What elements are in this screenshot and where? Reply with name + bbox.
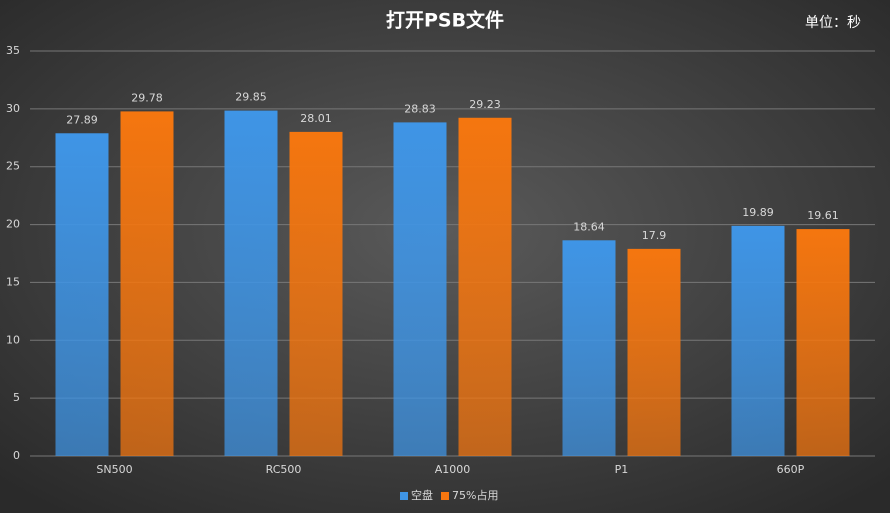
x-tick-label: SN500: [96, 463, 132, 476]
y-tick-label: 10: [6, 333, 20, 346]
value-label: 19.89: [742, 206, 774, 219]
legend-label: 75%占用: [452, 488, 498, 502]
value-label: 29.85: [235, 91, 267, 104]
chart-title: 打开PSB文件: [386, 9, 504, 32]
bar: [562, 240, 616, 456]
value-label: 28.83: [404, 102, 436, 115]
bar: [627, 248, 681, 456]
y-tick-label: 25: [6, 160, 20, 173]
y-tick-label: 30: [6, 102, 20, 115]
x-tick-label: A1000: [435, 463, 471, 476]
y-tick-label: 20: [6, 218, 20, 231]
bar: [120, 111, 174, 456]
value-label: 29.78: [131, 91, 163, 104]
value-label: 28.01: [300, 112, 332, 125]
y-tick-label: 35: [6, 44, 20, 57]
bar: [731, 225, 785, 456]
legend-swatch: [400, 492, 408, 500]
legend-swatch: [441, 492, 449, 500]
value-label: 18.64: [573, 220, 605, 233]
bar: [796, 229, 850, 456]
legend-label: 空盘: [411, 488, 433, 502]
x-tick-label: P1: [615, 463, 629, 476]
bar: [55, 133, 109, 456]
bar: [224, 110, 278, 456]
x-tick-label: 660P: [777, 463, 805, 476]
value-label: 27.89: [66, 113, 98, 126]
unit-annotation: 单位：秒: [805, 15, 861, 31]
y-tick-label: 5: [13, 391, 20, 404]
y-tick-label: 0: [13, 449, 20, 462]
value-label: 29.23: [469, 98, 501, 111]
value-label: 19.61: [807, 209, 839, 222]
bar: [393, 122, 447, 456]
bar: [458, 117, 512, 456]
value-label: 17.9: [642, 229, 667, 242]
x-tick-label: RC500: [266, 463, 302, 476]
y-tick-label: 15: [6, 275, 20, 288]
bar: [289, 131, 343, 457]
